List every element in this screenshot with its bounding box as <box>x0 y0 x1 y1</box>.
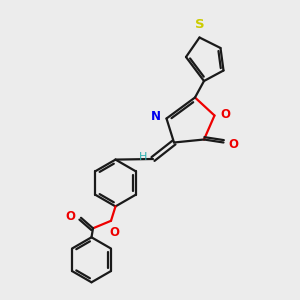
Text: N: N <box>151 110 161 123</box>
Text: O: O <box>220 107 230 121</box>
Text: H: H <box>139 152 148 163</box>
Text: O: O <box>228 137 238 151</box>
Text: S: S <box>195 18 204 31</box>
Text: O: O <box>109 226 119 239</box>
Text: O: O <box>65 210 75 223</box>
